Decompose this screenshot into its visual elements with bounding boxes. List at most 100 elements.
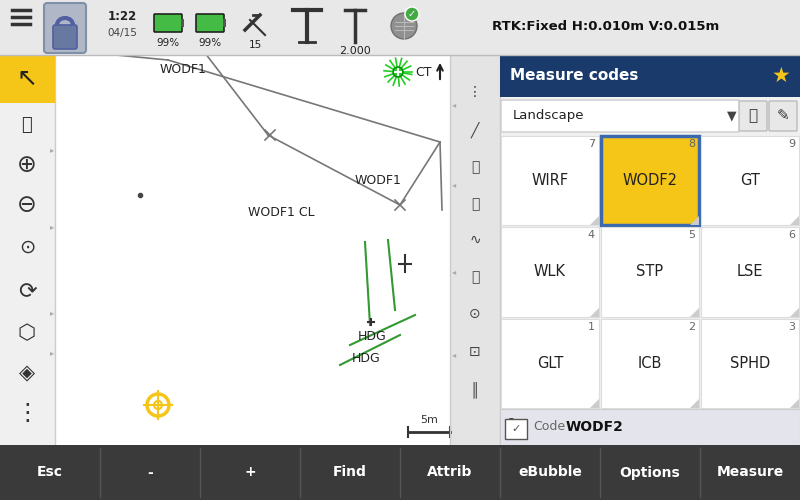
- Bar: [701, 136, 799, 226]
- FancyBboxPatch shape: [501, 100, 740, 132]
- Polygon shape: [690, 216, 699, 226]
- Bar: [55, 55, 450, 445]
- Text: Attrib: Attrib: [427, 466, 473, 479]
- Bar: [500, 55, 800, 445]
- Text: ◈: ◈: [19, 363, 35, 383]
- Text: CT: CT: [415, 66, 431, 78]
- Text: Find: Find: [333, 466, 367, 479]
- Text: 1:22: 1:22: [107, 10, 137, 24]
- Text: ⋮: ⋮: [15, 401, 39, 425]
- Text: ▸: ▸: [50, 146, 54, 154]
- Text: WLK: WLK: [534, 264, 566, 280]
- Polygon shape: [790, 399, 799, 408]
- Text: ⊙: ⊙: [469, 307, 481, 321]
- Text: HDG: HDG: [352, 352, 381, 364]
- Text: ◂: ◂: [452, 180, 456, 190]
- Text: ∿: ∿: [469, 233, 481, 247]
- Bar: [601, 318, 699, 408]
- Text: 2.000: 2.000: [339, 46, 371, 56]
- Text: LSE: LSE: [737, 264, 763, 280]
- Bar: [0, 55, 55, 103]
- Text: HDG: HDG: [358, 330, 386, 344]
- Text: 99%: 99%: [157, 38, 179, 48]
- Text: ICB: ICB: [638, 356, 662, 371]
- Text: ✋: ✋: [22, 116, 32, 134]
- Text: 2: 2: [507, 417, 515, 430]
- Text: ⌒: ⌒: [471, 160, 479, 174]
- Text: ⊙: ⊙: [19, 238, 35, 256]
- Text: ◂: ◂: [452, 100, 456, 110]
- Text: 1: 1: [588, 322, 595, 332]
- Text: ⊡: ⊡: [469, 345, 481, 359]
- Text: ⬡: ⬡: [18, 323, 36, 343]
- Text: WODF2: WODF2: [566, 420, 624, 434]
- Bar: [500, 409, 800, 445]
- Text: ▸: ▸: [50, 348, 54, 358]
- Text: ⟐: ⟐: [471, 270, 479, 284]
- Polygon shape: [690, 308, 699, 316]
- Circle shape: [393, 67, 403, 77]
- Text: 6: 6: [788, 230, 795, 240]
- Polygon shape: [590, 216, 599, 226]
- Text: ✓: ✓: [511, 424, 521, 434]
- FancyBboxPatch shape: [44, 3, 86, 53]
- Bar: [601, 228, 699, 316]
- Bar: [701, 318, 799, 408]
- Text: 3: 3: [788, 322, 795, 332]
- Polygon shape: [590, 308, 599, 316]
- Text: N: N: [435, 43, 445, 56]
- Text: SPHD: SPHD: [730, 356, 770, 371]
- Text: RTK:Fixed H:0.010m V:0.015m: RTK:Fixed H:0.010m V:0.015m: [492, 20, 719, 34]
- Text: 5: 5: [688, 230, 695, 240]
- Text: Landscape: Landscape: [513, 110, 585, 122]
- Text: -: -: [147, 466, 153, 479]
- Text: Measure: Measure: [716, 466, 784, 479]
- Text: 15: 15: [248, 40, 262, 50]
- FancyBboxPatch shape: [739, 101, 767, 131]
- Text: ⌒: ⌒: [471, 197, 479, 211]
- Text: ╱: ╱: [471, 122, 479, 138]
- Text: GLT: GLT: [537, 356, 563, 371]
- Text: ◂: ◂: [452, 268, 456, 276]
- Bar: [0, 445, 800, 500]
- Polygon shape: [790, 308, 799, 316]
- Text: 99%: 99%: [198, 38, 222, 48]
- Text: Esc: Esc: [37, 466, 63, 479]
- Text: ✎: ✎: [777, 108, 790, 124]
- Circle shape: [405, 7, 419, 21]
- Text: Code: Code: [533, 420, 565, 434]
- Text: ✓: ✓: [408, 9, 416, 19]
- Text: 2: 2: [688, 322, 695, 332]
- Text: Measure codes: Measure codes: [510, 68, 638, 84]
- Text: 8: 8: [688, 139, 695, 149]
- Text: ⊖: ⊖: [17, 193, 37, 217]
- Bar: [0, 0, 800, 55]
- Text: +: +: [244, 466, 256, 479]
- Text: 9: 9: [788, 139, 795, 149]
- Text: Options: Options: [620, 466, 680, 479]
- Bar: [501, 136, 599, 226]
- Text: ★: ★: [771, 66, 790, 86]
- Text: 5m: 5m: [420, 415, 438, 425]
- Text: ⋮: ⋮: [468, 85, 482, 99]
- FancyBboxPatch shape: [154, 14, 182, 32]
- Text: WIRF: WIRF: [531, 173, 569, 188]
- Bar: [450, 55, 500, 445]
- Polygon shape: [790, 216, 799, 226]
- Circle shape: [391, 13, 417, 39]
- FancyBboxPatch shape: [196, 14, 224, 32]
- Text: WODF1: WODF1: [160, 63, 207, 76]
- Text: WODF1 CL: WODF1 CL: [248, 206, 314, 218]
- FancyBboxPatch shape: [53, 25, 77, 49]
- Text: ▸: ▸: [50, 222, 54, 232]
- Bar: [0, 55, 55, 445]
- Text: 7: 7: [588, 139, 595, 149]
- Bar: [701, 228, 799, 316]
- Text: eBubble: eBubble: [518, 466, 582, 479]
- Text: ║: ║: [471, 382, 479, 398]
- Polygon shape: [690, 399, 699, 408]
- Bar: [223, 19, 226, 27]
- Polygon shape: [590, 399, 599, 408]
- Text: ↖: ↖: [17, 67, 38, 91]
- Text: ▸: ▸: [50, 308, 54, 318]
